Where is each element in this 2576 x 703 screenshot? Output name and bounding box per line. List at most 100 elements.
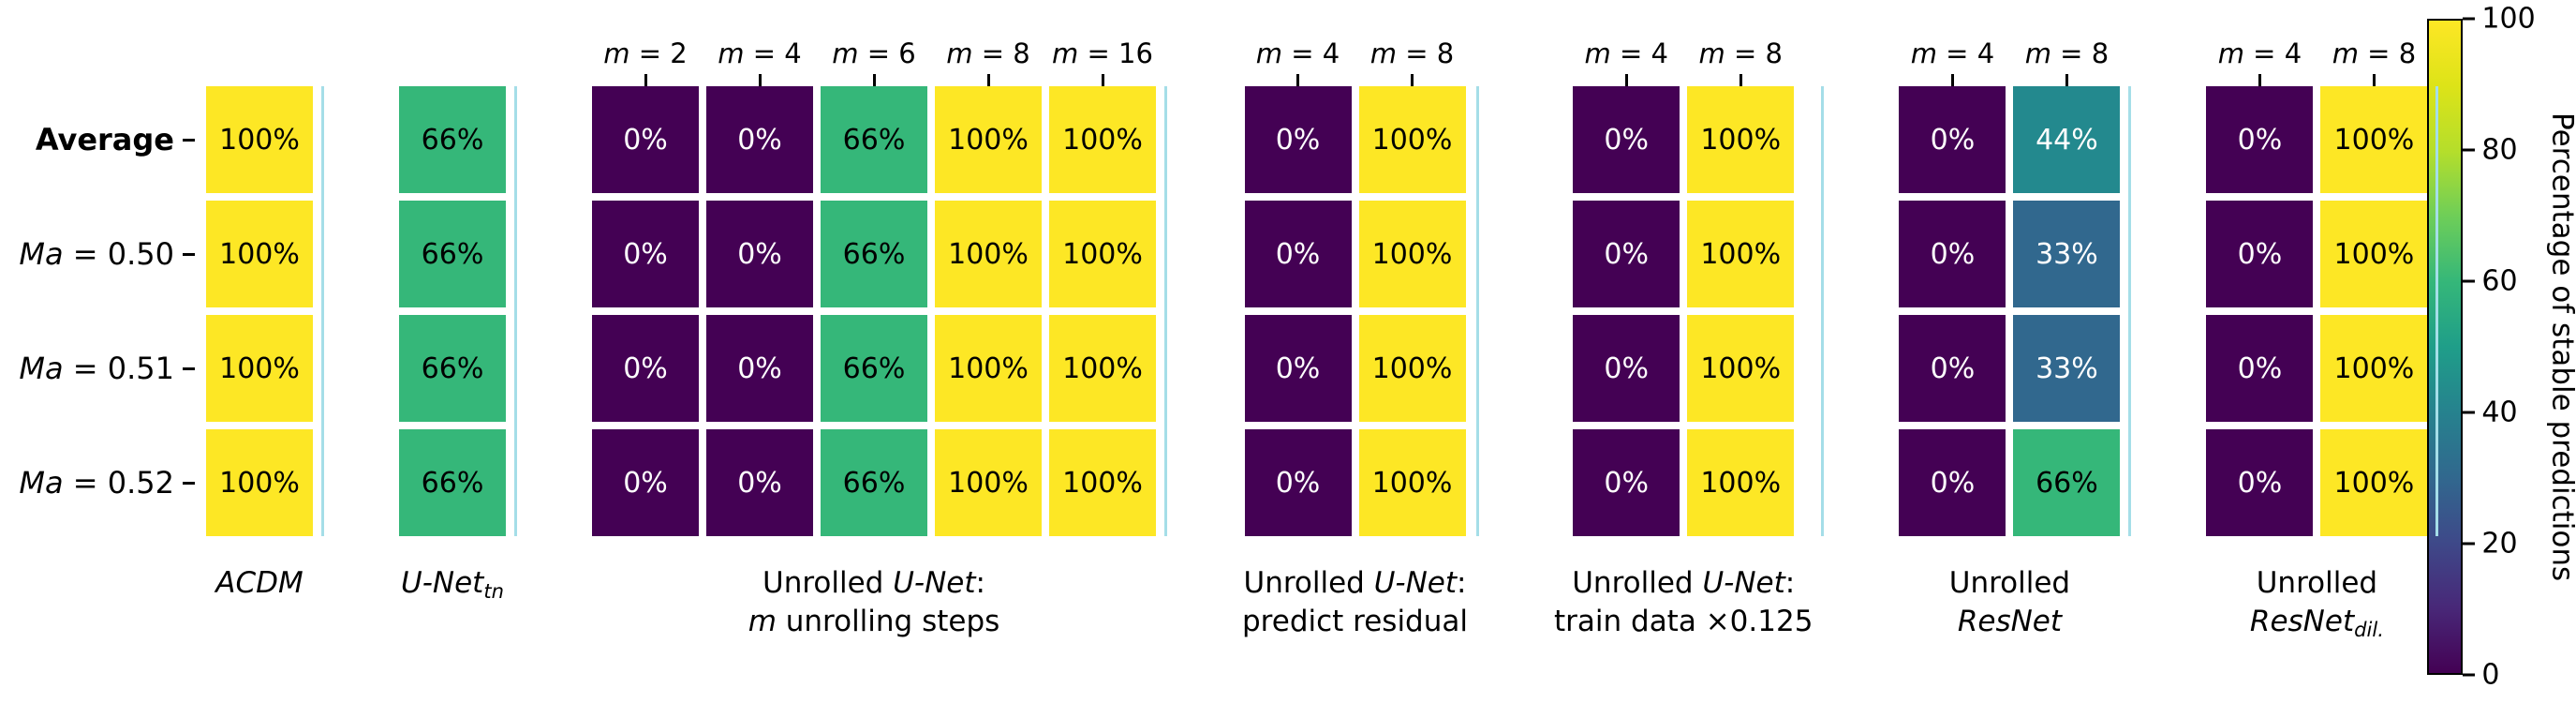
column-top-labels: m = 4 m = 8 xyxy=(1573,19,1794,86)
heatmap-cell: 100% xyxy=(935,86,1042,193)
column-top-label: m = 8 xyxy=(2332,37,2417,70)
heatmap-cell: 100% xyxy=(2320,429,2428,536)
heatmap-cell: 100% xyxy=(206,201,313,307)
heatmap-cell: 100% xyxy=(1687,201,1795,307)
group-label-line: ACDM xyxy=(215,564,303,603)
group-label: Unrolled ResNet xyxy=(1949,564,2070,641)
heatmap-cell: 100% xyxy=(2320,315,2428,422)
group-separator xyxy=(514,86,517,536)
x-tick xyxy=(1739,74,1742,86)
x-tick xyxy=(758,74,762,86)
column-top-label: m = 2 xyxy=(603,37,688,70)
x-tick xyxy=(2372,74,2376,86)
heatmap-cell: 100% xyxy=(2320,86,2428,193)
heatmap-cell: 100% xyxy=(206,86,313,193)
heatmap-cells: 0% 0% 0% 0% 0% 0% 0% 0% 66% 66% 66% 66% 100% 100% 100%… xyxy=(592,86,1156,536)
column-top-label: m = 4 xyxy=(718,37,802,70)
x-tick xyxy=(2258,74,2261,86)
label-segment: Ma xyxy=(19,351,64,386)
heatmap-cell: 0% xyxy=(1899,315,2006,422)
heatmap-cell: 0% xyxy=(1573,315,1680,422)
colorbar-tick-label: 80 xyxy=(2481,133,2518,167)
label-segment: U-Net xyxy=(1702,566,1785,600)
label-segment: U-Net xyxy=(1373,566,1458,600)
row-label: Ma = 0.51 xyxy=(7,315,195,422)
group-label-line: train data ×0.125 xyxy=(1554,603,1813,641)
group-label-line: m unrolling steps xyxy=(748,603,1000,641)
heatmap-cell: 100% xyxy=(1358,315,1466,422)
label-segment: Unrolled xyxy=(1948,566,2071,600)
label-segment: U-Net xyxy=(893,566,976,600)
column-top-labels xyxy=(206,19,313,86)
heatmap-cell: 100% xyxy=(1049,201,1156,307)
group-separator xyxy=(1821,86,1825,536)
group-label: ACDM xyxy=(215,564,303,603)
column-top-label: m = 4 xyxy=(2217,37,2302,70)
label-segment: Unrolled xyxy=(1572,566,1703,600)
label-segment: tn xyxy=(483,578,504,603)
y-axis-labels: Average Ma = 0.50 Ma = 0.51 Ma = 0.52 xyxy=(7,19,195,536)
label-segment: m xyxy=(748,604,777,638)
label-segment: = 0.52 xyxy=(63,465,174,501)
colorbar-tick-label: 60 xyxy=(2481,264,2518,298)
label-segment: Unrolled xyxy=(1243,566,1374,600)
colorbar-tick: 40 xyxy=(2463,396,2518,429)
heatmap-cell: 0% xyxy=(1573,86,1680,193)
group-label: Unrolled U-Net: m unrolling steps xyxy=(748,564,1000,641)
label-segment: train data ×0.125 xyxy=(1554,604,1814,638)
column-top-label: m = 8 xyxy=(1369,37,1455,70)
group-label-line: predict residual xyxy=(1242,603,1468,641)
heatmap-cell: 0% xyxy=(592,315,699,422)
heatmap-cell: 66% xyxy=(399,201,506,307)
group-label: Unrolled U-Net: predict residual xyxy=(1242,564,1468,641)
heatmap-cells: 66% 66% 66% 66% xyxy=(399,86,506,536)
colorbar-tick-label: 100 xyxy=(2481,2,2536,36)
heatmap-cell: 0% xyxy=(2206,86,2314,193)
label-segment: dil. xyxy=(2354,617,2384,641)
colorbar-tick-mark xyxy=(2463,148,2476,152)
heatmap-cell: 100% xyxy=(206,429,313,536)
heatmap-cell: 100% xyxy=(2320,201,2428,307)
y-tick xyxy=(183,252,195,256)
colorbar-tick-label: 20 xyxy=(2481,527,2518,561)
column-top-labels: m = 2 m = 4 m = 6 m = 8 m = 16 xyxy=(592,19,1156,86)
heatmap-cell: 100% xyxy=(935,315,1042,422)
colorbar-tick-label: 0 xyxy=(2481,658,2500,692)
row-label: Ma = 0.52 xyxy=(7,429,195,536)
label-segment: ACDM xyxy=(215,566,303,600)
colorbar: 0 20 40 60 80 100 Percentage of stable predic… xyxy=(2427,3,2576,692)
column-top-label: m = 4 xyxy=(1584,37,1668,70)
colorbar-tick-mark xyxy=(2463,411,2476,414)
label-segment: = 0.51 xyxy=(63,351,174,386)
heatmap-cell: 100% xyxy=(1049,86,1156,193)
colorbar-tick-mark xyxy=(2463,17,2476,21)
heatmap-cell: 100% xyxy=(1049,429,1156,536)
colorbar-tick: 0 xyxy=(2463,658,2500,692)
label-segment: = 0.50 xyxy=(63,236,174,272)
heatmap-cell: 66% xyxy=(821,201,927,307)
colorbar-gradient xyxy=(2427,19,2464,675)
group-separator xyxy=(1476,86,1479,536)
x-tick xyxy=(1101,74,1104,86)
heatmap-cell: 0% xyxy=(2206,315,2314,422)
heatmap-cell: 0% xyxy=(2206,429,2314,536)
column-top-label: m = 6 xyxy=(832,37,916,70)
x-tick xyxy=(872,74,876,86)
x-tick xyxy=(644,74,647,86)
heatmap-cell: 0% xyxy=(592,429,699,536)
heatmap-cell: 66% xyxy=(821,86,927,193)
heatmap-cell: 100% xyxy=(1358,201,1466,307)
heatmap-cell: 100% xyxy=(1687,86,1795,193)
group-label: Unrolled ResNetdil. xyxy=(2250,564,2384,643)
colorbar-ticks: 0 20 40 60 80 100 xyxy=(2463,3,2545,692)
heatmap-cell: 0% xyxy=(2206,201,2314,307)
group-label-line: Unrolled U-Net: xyxy=(1554,564,1813,603)
heatmap-cell: 0% xyxy=(1899,429,2006,536)
model-group: 100% 100% 100% 100% ACDM xyxy=(206,19,324,643)
column-top-labels: m = 4 m = 8 xyxy=(1245,19,1466,86)
label-segment: : xyxy=(1784,566,1796,600)
